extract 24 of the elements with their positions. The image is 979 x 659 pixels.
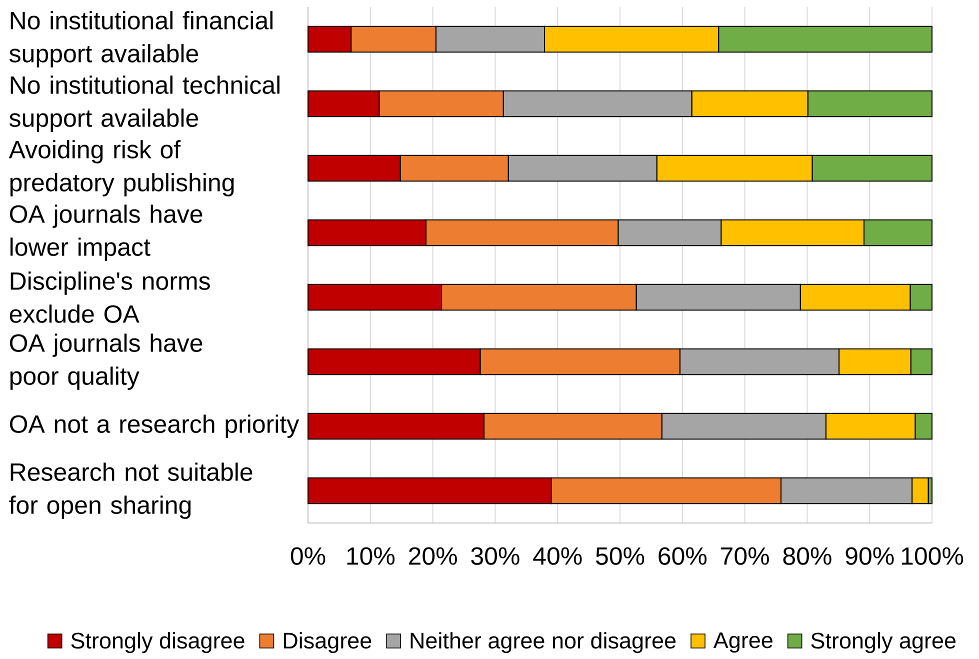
x-tick-label: 30%: [471, 547, 520, 565]
x-tick-label: 100%: [902, 547, 964, 565]
y-tick-label: Research not suitable for open sharing: [9, 462, 252, 519]
y-tick-label: Avoiding risk of predatory publishing: [8, 140, 234, 196]
x-tick-label: 20%: [409, 547, 457, 565]
legend-label: Agree: [713, 632, 772, 653]
x-tick-label: 0%: [290, 547, 326, 565]
y-tick-label: OA not a research priority: [10, 414, 300, 438]
x-tick-label: 60%: [658, 547, 707, 565]
y-tick-label: OA journals have poor quality: [10, 334, 202, 390]
x-tick-label: 90%: [846, 547, 894, 565]
x-tick-label: 80%: [783, 547, 832, 565]
x-tick-label: 50%: [596, 547, 644, 565]
y-tick-label: OA journals have lower impact: [10, 204, 202, 261]
legend-label: Strongly agree: [811, 632, 956, 654]
x-tick-label: 10%: [347, 547, 395, 565]
y-tick-label: No institutional technical support available: [10, 76, 280, 132]
x-tick-label: 70%: [721, 547, 769, 565]
legend-label: Strongly disagree: [71, 632, 244, 654]
y-tick-label: No institutional financial support available: [10, 11, 272, 68]
x-tick-label: 40%: [533, 547, 582, 565]
legend-label: Neither agree nor disagree: [410, 632, 676, 654]
y-tick-label: Discipline's norms exclude OA: [10, 272, 210, 323]
legend-label: Disagree: [284, 632, 372, 654]
